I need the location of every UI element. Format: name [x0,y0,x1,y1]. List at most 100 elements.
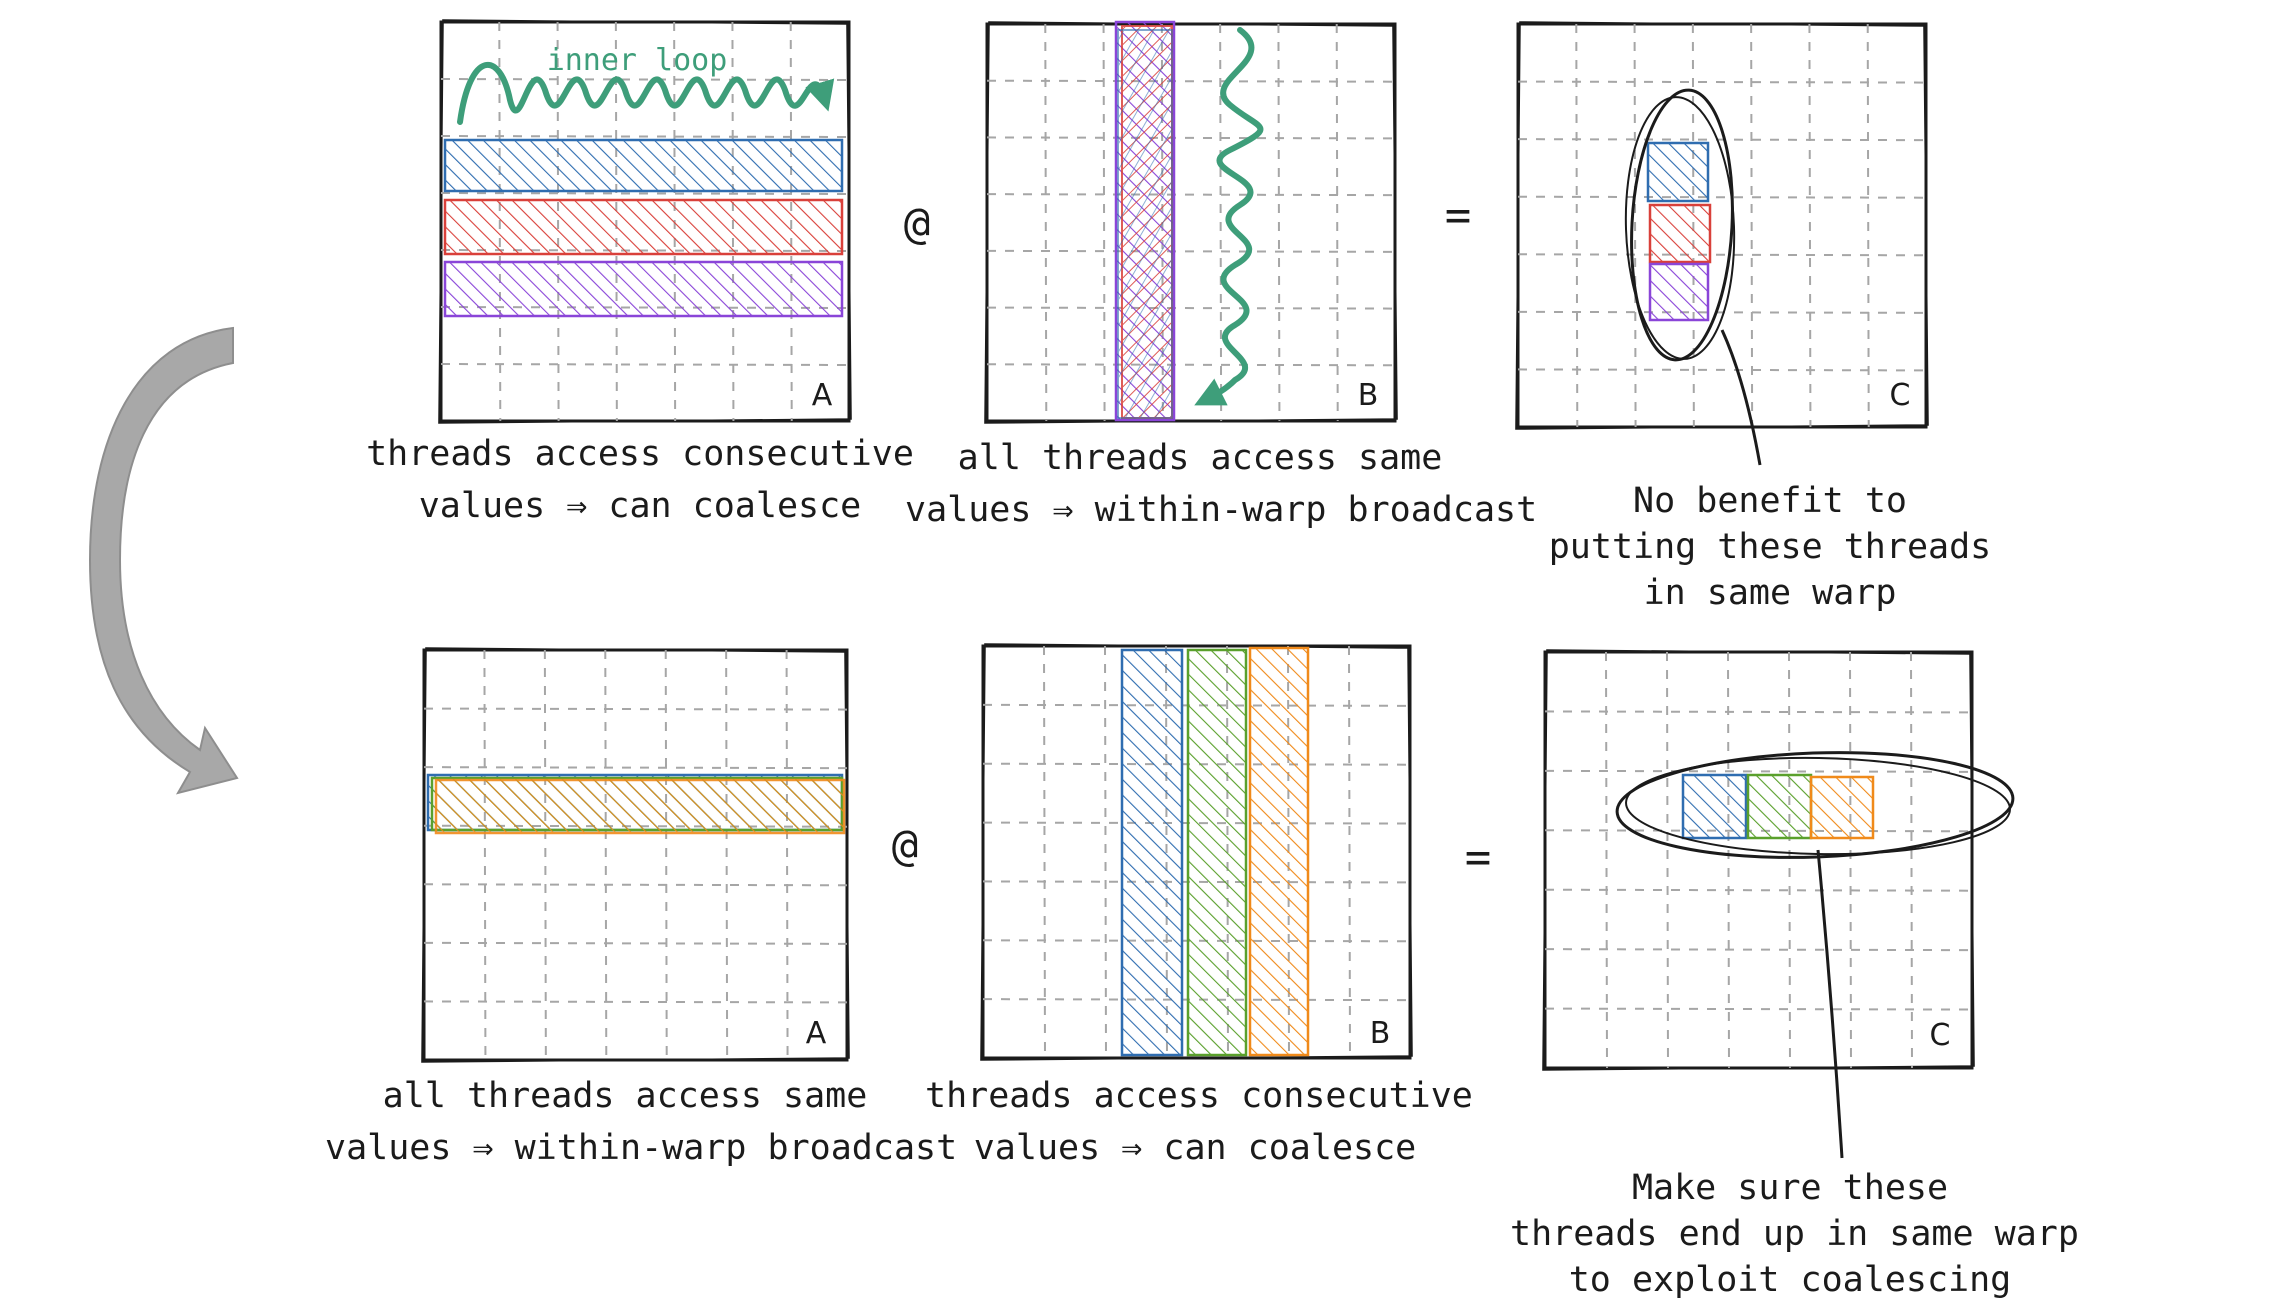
top-c-note-line3: in same warp [1643,573,1897,613]
matrix-frame [981,644,1412,1060]
matrix-frame [422,648,849,1062]
top-matrix-b-grid [984,21,1398,424]
grid-line-vertical [1043,645,1046,1059]
matrix-frame [439,20,851,423]
top-b-caption: all threads access same values ⇒ within-… [905,432,1537,536]
top-c-note-line1: No benefit to [1633,481,1907,521]
grid-line-vertical [604,649,608,1061]
bottom-a-caption-line2: values ⇒ within-warp broadcast [325,1128,958,1168]
grid-line-horizontal [1517,195,1927,199]
grid-line-horizontal [1517,138,1927,142]
bottom-a-caption-line1: all threads access same [382,1076,868,1116]
grid-line-vertical [1348,645,1351,1059]
matrix-frame [1516,22,1928,429]
grid-line-horizontal [423,1000,848,1004]
grid-line-horizontal [1517,253,1927,257]
bottom-matrix-a-grid [421,647,850,1063]
bottom-c-cell-orange [1809,775,1875,840]
grid-line-vertical [1335,23,1339,422]
grid-line-horizontal [440,363,850,366]
grid-line-vertical [785,649,789,1061]
bottom-matrix-b: B [980,643,1413,1061]
grid-line-vertical [1788,651,1791,1069]
grid-line-horizontal [423,766,848,770]
top-c-warp-ellipse-outline [1624,96,1736,360]
top-b-letter: B [1358,378,1379,413]
bottom-equals-symbol: = [1465,832,1492,883]
grid-line-vertical [1044,23,1048,422]
bottom-b-letter: B [1370,1016,1391,1051]
top-c-pointer-line [1720,329,1762,466]
grid-line-vertical [1910,651,1913,1069]
top-equals-symbol: = [1445,190,1472,241]
bottom-b-col-orange [1248,646,1310,1057]
grid-line-horizontal [1544,1007,1973,1011]
grid-line-horizontal [1517,368,1927,372]
grid-line-horizontal [986,193,1396,197]
grid-line-vertical [1666,651,1669,1069]
grid-line-horizontal [1517,310,1927,314]
top-matrix-c-grid [1515,21,1929,430]
grid-line-horizontal [440,78,850,81]
bottom-matrix-a: A [421,647,850,1063]
bottom-a-caption: all threads access same values ⇒ within-… [325,1070,958,1174]
top-matrix-c: C [1515,21,1929,466]
bottom-c-note-line3: to exploit coalescing [1568,1260,2012,1300]
bottom-c-cell-blue [1681,773,1748,840]
top-a-caption: threads access consecutive values ⇒ can … [320,428,960,532]
grid-line-horizontal [440,135,850,138]
inner-loop-label: inner loop [547,43,728,78]
big-curved-arrow [88,326,239,795]
grid-line-horizontal [440,192,850,195]
top-c-note: No benefit to putting these threads in s… [1540,478,2000,616]
top-c-letter: C [1890,378,1911,413]
grid-line-vertical [1104,645,1107,1059]
grid-line-vertical [1605,651,1608,1069]
top-a-row-red [443,198,844,256]
grid-line-horizontal [1544,769,1973,773]
grid-line-vertical [664,649,668,1061]
bottom-a-row-orange [434,778,846,835]
top-a-letter: A [812,378,833,413]
grid-line-vertical [1633,23,1637,428]
top-b-loop-arrow-icon [1194,27,1264,406]
bottom-b-caption: threads access consecutive values ⇒ can … [925,1070,1473,1174]
grid-line-horizontal [1544,888,1973,892]
top-b-caption-line1: all threads access same [957,438,1443,478]
bottom-c-note-line2: threads end up in same warp [1510,1214,2079,1254]
grid-line-horizontal [423,883,848,887]
bottom-c-warp-ellipse [1615,751,2015,859]
grid-line-horizontal [986,363,1396,367]
top-a-row-purple [443,260,844,318]
grid-line-horizontal [423,941,848,945]
grid-line-vertical [543,649,547,1061]
grid-line-vertical [483,649,487,1061]
matrix-frame [985,22,1397,423]
top-c-warp-ellipse [1630,88,1734,362]
top-c-cell-blue [1646,141,1710,203]
bottom-c-note: Make sure these threads end up in same w… [1510,1165,2079,1303]
bottom-c-note-line1: Make sure these [1631,1168,1949,1208]
top-a-row-blue [443,138,844,193]
top-matmul-symbol: @ [904,198,931,249]
top-a-caption-line1: threads access consecutive [366,434,914,474]
top-matrix-b: B [984,20,1398,424]
grid-line-vertical [1808,23,1812,428]
top-c-cell-red [1648,203,1712,264]
top-b-col-blue [1117,29,1173,419]
bottom-matrix-c: C [1542,649,2015,1159]
grid-line-horizontal [1544,948,1973,952]
grid-line-horizontal [986,249,1396,253]
grid-line-vertical [725,649,729,1061]
bottom-b-col-green [1186,648,1248,1057]
top-c-note-line2: putting these threads [1548,527,1992,567]
grid-line-vertical [1849,651,1852,1069]
grid-line-horizontal [423,707,848,711]
grid-line-horizontal [986,136,1396,140]
bottom-matrix-c-grid [1542,649,1975,1071]
inner-loop-arrow-icon [457,61,835,125]
grid-line-horizontal [1517,80,1927,84]
grid-line-vertical [1727,651,1730,1069]
